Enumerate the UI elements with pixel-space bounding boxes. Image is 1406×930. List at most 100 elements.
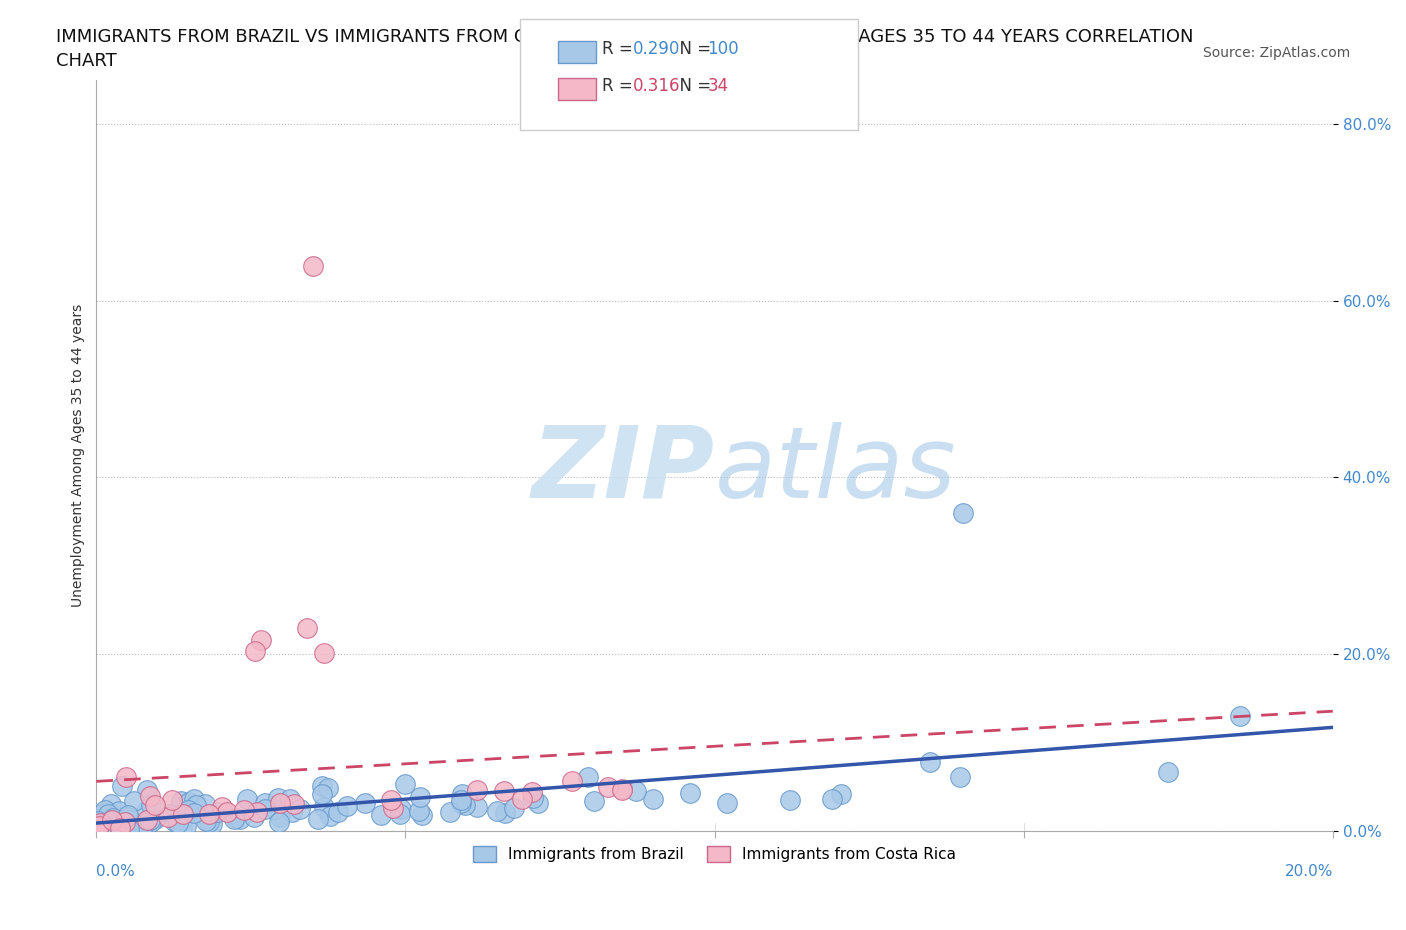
Point — [108, 804, 131, 818]
Point — [201, 817, 224, 831]
Point — [510, 791, 533, 806]
Point — [465, 783, 488, 798]
Text: R =: R = — [602, 40, 638, 59]
Point — [232, 803, 254, 817]
Point — [115, 809, 138, 824]
Point — [253, 802, 276, 817]
Point — [163, 814, 186, 829]
Point — [301, 258, 323, 272]
Point — [380, 792, 402, 807]
Point — [198, 806, 221, 821]
Text: N =: N = — [669, 40, 717, 59]
Point — [522, 790, 544, 805]
Point — [127, 815, 149, 830]
Point — [211, 800, 233, 815]
Point — [716, 796, 738, 811]
Point — [503, 801, 526, 816]
Text: IMMIGRANTS FROM BRAZIL VS IMMIGRANTS FROM COSTA RICA UNEMPLOYMENT AMONG AGES 35 : IMMIGRANTS FROM BRAZIL VS IMMIGRANTS FRO… — [56, 28, 1194, 70]
Text: atlas: atlas — [714, 422, 956, 519]
Point — [174, 818, 197, 833]
Point — [122, 817, 145, 831]
Point — [101, 817, 124, 832]
Point — [610, 782, 633, 797]
Point — [388, 806, 411, 821]
Point — [135, 782, 157, 797]
Text: 0.316: 0.316 — [633, 77, 681, 96]
Point — [281, 804, 304, 819]
Legend: Immigrants from Brazil, Immigrants from Costa Rica: Immigrants from Brazil, Immigrants from … — [467, 840, 962, 868]
Point — [100, 796, 122, 811]
Point — [246, 804, 269, 819]
Point — [307, 811, 329, 826]
Point — [170, 794, 193, 809]
Point — [111, 778, 134, 793]
Point — [207, 804, 229, 819]
Point — [174, 807, 197, 822]
Point — [465, 800, 488, 815]
Point — [215, 804, 238, 819]
Point — [312, 800, 335, 815]
Y-axis label: Unemployment Among Ages 35 to 44 years: Unemployment Among Ages 35 to 44 years — [72, 304, 86, 607]
Point — [576, 770, 599, 785]
Text: N =: N = — [669, 77, 717, 96]
Point — [236, 792, 259, 807]
Point — [229, 812, 252, 827]
Point — [454, 798, 477, 813]
Point — [1229, 709, 1251, 724]
Text: ZIP: ZIP — [531, 422, 714, 519]
Point — [679, 785, 702, 800]
Text: 34: 34 — [707, 77, 728, 96]
Point — [527, 795, 550, 810]
Point — [183, 805, 205, 820]
Point — [172, 806, 194, 821]
Point — [394, 777, 416, 791]
Point — [159, 806, 181, 821]
Point — [135, 804, 157, 818]
Point — [87, 818, 110, 833]
Point — [624, 784, 647, 799]
Point — [108, 821, 131, 836]
Point — [354, 796, 377, 811]
Point — [115, 770, 138, 785]
Point — [145, 812, 167, 827]
Point — [451, 786, 474, 801]
Point — [370, 808, 392, 823]
Point — [288, 802, 311, 817]
Text: 0.0%: 0.0% — [97, 864, 135, 880]
Point — [131, 818, 153, 833]
Point — [177, 802, 200, 817]
Point — [143, 798, 166, 813]
Point — [295, 621, 318, 636]
Point — [952, 505, 974, 520]
Point — [117, 821, 139, 836]
Point — [411, 808, 433, 823]
Point — [139, 798, 162, 813]
Point — [139, 813, 162, 828]
Point — [450, 796, 472, 811]
Text: Source: ZipAtlas.com: Source: ZipAtlas.com — [1202, 46, 1350, 60]
Point — [1157, 765, 1180, 780]
Point — [104, 817, 127, 832]
Point — [439, 804, 461, 819]
Point — [269, 810, 291, 825]
Point — [167, 816, 190, 830]
Point — [183, 791, 205, 806]
Point — [254, 795, 277, 810]
Point — [114, 815, 136, 830]
Point — [486, 804, 509, 818]
Point — [779, 792, 801, 807]
Point — [326, 804, 349, 819]
Point — [522, 784, 544, 799]
Point — [492, 784, 515, 799]
Point — [269, 814, 291, 829]
Point — [561, 774, 583, 789]
Point — [198, 815, 221, 830]
Point — [135, 819, 157, 834]
Point — [97, 816, 120, 830]
Point — [97, 806, 120, 821]
Point — [582, 793, 605, 808]
Point — [243, 809, 266, 824]
Point — [319, 808, 342, 823]
Text: 100: 100 — [707, 40, 738, 59]
Point — [177, 794, 200, 809]
